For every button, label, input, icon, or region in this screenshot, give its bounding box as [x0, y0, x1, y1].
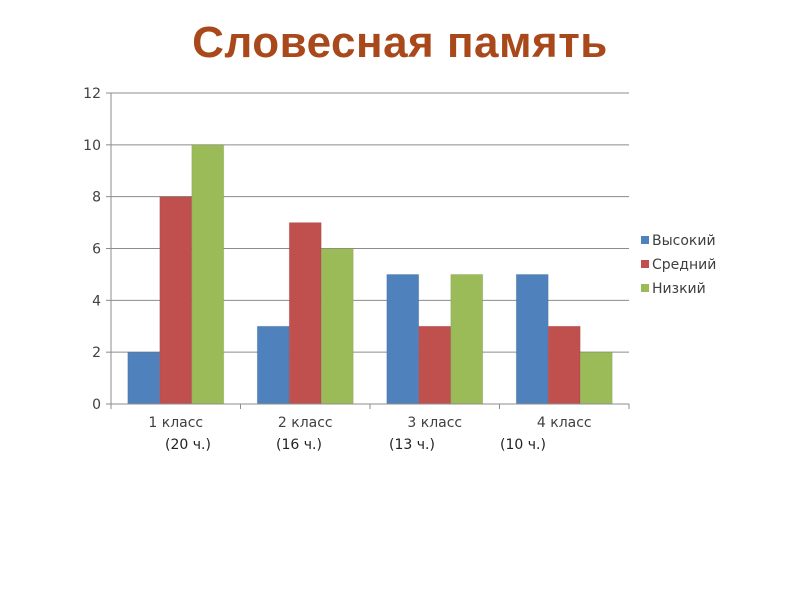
legend-label: Высокий [652, 233, 716, 249]
bar-2-4 [547, 325, 581, 405]
y-tick-label: 10 [83, 138, 101, 154]
y-axis-ticks: 0 2 4 6 8 10 12 [83, 86, 111, 413]
legend-swatch [641, 260, 649, 268]
x-tick-label: 3 класс [407, 415, 462, 431]
bar-2-2 [288, 222, 322, 405]
bars [127, 144, 613, 405]
legend: Высокий Средний Низкий [641, 233, 716, 297]
chart-title: Словесная память [192, 18, 608, 67]
bar-3-2 [320, 248, 354, 405]
bar-2-3 [418, 325, 452, 405]
category-note-2: (16 ч.) [276, 437, 322, 453]
x-tick-label: 2 класс [278, 415, 333, 431]
category-note-1: (20 ч.) [165, 437, 211, 453]
y-tick-label: 8 [92, 190, 101, 206]
x-tick-label: 1 класс [148, 415, 203, 431]
y-tick-label: 4 [92, 293, 101, 309]
bar-1-1 [127, 351, 161, 405]
bar-3-3 [450, 273, 484, 405]
category-note-4: (10 ч.) [500, 437, 546, 453]
y-tick-label: 0 [92, 397, 101, 413]
legend-swatch [641, 236, 649, 244]
x-tick-label: 4 класс [537, 415, 592, 431]
category-note-3: (13 ч.) [389, 437, 435, 453]
bar-1-4 [515, 273, 549, 405]
bar-1-3 [386, 273, 420, 405]
axes [110, 93, 630, 409]
bar-3-1 [191, 144, 225, 405]
bar-2-1 [159, 196, 193, 405]
bar-3-4 [579, 351, 613, 405]
y-tick-label: 6 [92, 242, 101, 258]
y-tick-label: 2 [92, 345, 101, 361]
y-tick-label: 12 [83, 86, 101, 102]
legend-swatch [641, 284, 649, 292]
legend-label: Низкий [652, 281, 706, 297]
x-axis-labels: 1 класс 2 класс 3 класс 4 класс [148, 415, 591, 431]
bar-1-2 [256, 325, 290, 405]
legend-label: Средний [652, 257, 716, 273]
